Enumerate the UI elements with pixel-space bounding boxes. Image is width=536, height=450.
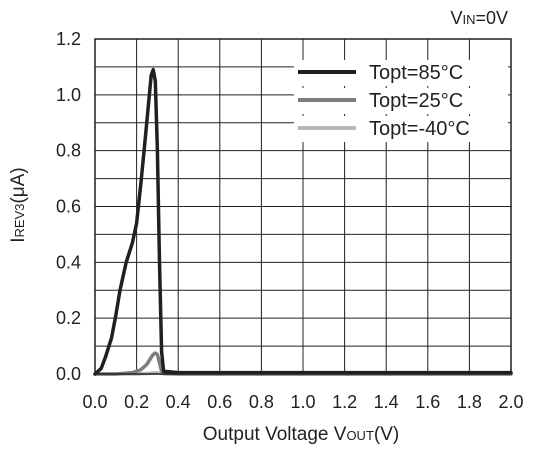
plot-frame	[94, 38, 512, 375]
y-tick-label: 0.6	[56, 197, 81, 217]
y-axis-title: IREV3(μA)	[8, 167, 29, 243]
x-tick-label: 1.2	[332, 392, 357, 412]
x-tick-label: 0.6	[207, 392, 232, 412]
x-tick-label: 1.0	[290, 392, 315, 412]
x-tick-label: 1.4	[374, 392, 399, 412]
y-tick-label: 0.2	[56, 308, 81, 328]
x-tick-label: 1.8	[457, 392, 482, 412]
y-tick-label: 0.4	[56, 252, 81, 272]
y-tick-label: 0.8	[56, 141, 81, 161]
series-line	[93, 67, 513, 376]
y-tick-label: 1.0	[56, 85, 81, 105]
legend: Topt=85°C Topt=25°C Topt=-40°C	[294, 60, 508, 142]
x-tick-label: 0.0	[82, 392, 107, 412]
x-tick-label: 1.6	[415, 392, 440, 412]
legend-label: Topt=-40°C	[369, 118, 470, 140]
y-tick-labels: 0.0 0.2 0.4 0.6 0.8 1.0 1.2	[56, 29, 81, 384]
x-tick-labels: 0.0 0.2 0.4 0.6 0.8 1.0 1.2 1.4 1.6 1.8 2.0	[82, 392, 523, 412]
x-axis-title: Output Voltage VOUT(V)	[203, 424, 399, 445]
y-tick-label: 0.0	[56, 364, 81, 384]
x-tick-label: 2.0	[498, 392, 523, 412]
y-tick-label: 1.2	[56, 29, 81, 49]
legend-label: Topt=25°C	[369, 90, 463, 112]
x-tick-label: 0.2	[124, 392, 149, 412]
condition-label: VIN=0V	[450, 8, 508, 28]
x-tick-label: 0.8	[249, 392, 274, 412]
legend-label: Topt=85°C	[369, 62, 463, 84]
x-tick-label: 0.4	[166, 392, 191, 412]
